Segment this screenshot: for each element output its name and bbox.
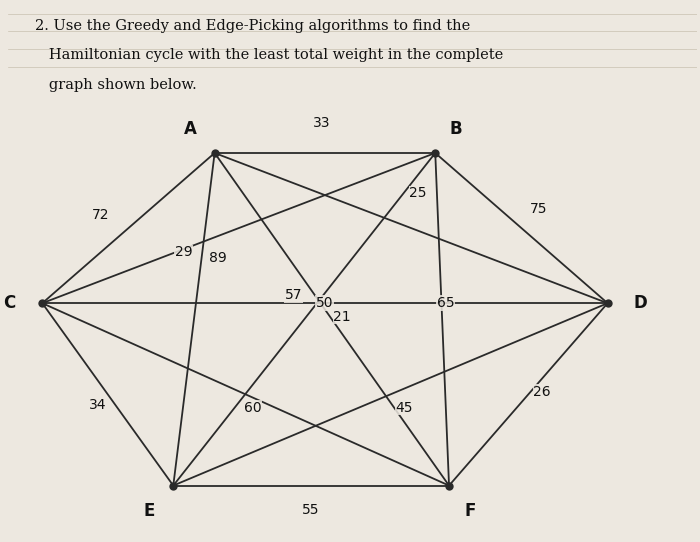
Text: F: F (464, 502, 475, 520)
Text: 33: 33 (313, 117, 330, 131)
Text: 25: 25 (410, 186, 427, 200)
Text: A: A (184, 120, 197, 138)
Text: 21: 21 (333, 309, 351, 324)
Text: 50: 50 (316, 296, 334, 310)
Text: E: E (144, 502, 155, 520)
Text: 45: 45 (395, 401, 413, 415)
Text: B: B (449, 120, 462, 138)
Text: Hamiltonian cycle with the least total weight in the complete: Hamiltonian cycle with the least total w… (36, 48, 503, 62)
Text: D: D (634, 294, 648, 312)
Text: 75: 75 (530, 202, 547, 216)
Text: 89: 89 (209, 250, 227, 264)
Text: 26: 26 (533, 385, 551, 399)
Text: 55: 55 (302, 503, 320, 517)
Text: C: C (3, 294, 15, 312)
Text: 34: 34 (89, 398, 106, 412)
Text: 60: 60 (244, 401, 261, 415)
Text: 2. Use the Greedy and Edge-Picking algorithms to find the: 2. Use the Greedy and Edge-Picking algor… (36, 19, 470, 33)
Text: 72: 72 (92, 208, 110, 222)
Text: 57: 57 (285, 288, 302, 302)
Text: 65: 65 (437, 296, 454, 310)
Text: 29: 29 (175, 245, 192, 259)
Text: graph shown below.: graph shown below. (36, 78, 197, 92)
